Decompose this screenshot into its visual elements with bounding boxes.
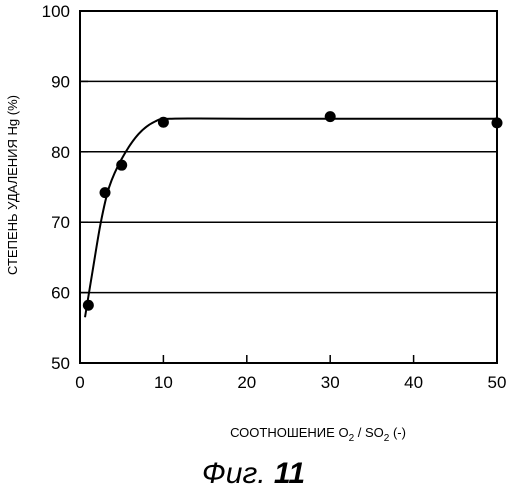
y-tick-label: 60 — [51, 284, 70, 303]
x-axis-label: СООТНОШЕНИЕ O2 / SO2 (-) — [230, 425, 406, 444]
data-point — [100, 187, 111, 198]
x-tick-label: 40 — [404, 373, 423, 392]
axis-ticks: 0 10 20 30 40 50 50 60 70 80 90 100 — [42, 2, 507, 392]
data-point — [116, 160, 127, 171]
figure-caption: Фиг. 11 — [0, 457, 507, 491]
y-tick-label: 70 — [51, 213, 70, 232]
gridlines — [80, 81, 497, 292]
fit-curve — [85, 119, 497, 318]
y-tick-label: 50 — [51, 354, 70, 373]
figure-caption-number: 11 — [274, 457, 305, 490]
x-tick-label: 20 — [237, 373, 256, 392]
y-tick-label: 100 — [42, 2, 70, 21]
data-point — [158, 117, 169, 128]
y-tick-label: 90 — [51, 72, 70, 91]
x-tick-label: 50 — [488, 373, 507, 392]
plot-frame — [80, 11, 497, 363]
figure-caption-prefix: Фиг. — [202, 457, 266, 490]
data-point — [492, 117, 503, 128]
data-points — [83, 111, 503, 311]
y-axis-label: СТЕПЕНЬ УДАЛЕНИЯ Hg (%) — [5, 95, 20, 275]
x-tick-label: 30 — [321, 373, 340, 392]
data-point — [83, 300, 94, 311]
y-tick-label: 80 — [51, 143, 70, 162]
data-point — [325, 111, 336, 122]
x-tick-label: 0 — [75, 373, 84, 392]
x-tick-label: 10 — [154, 373, 173, 392]
